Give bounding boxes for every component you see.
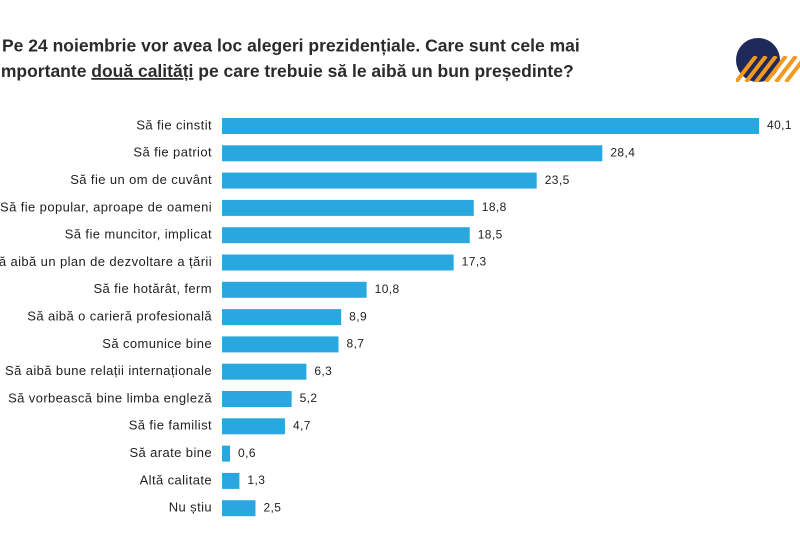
title-underlined: două calități xyxy=(91,61,193,81)
title-part: pe care trebuie să le aibă un bun președ… xyxy=(193,61,573,81)
value-label: 10,8 xyxy=(375,282,400,296)
value-label: 18,8 xyxy=(482,200,507,214)
category-label: Să aibă bune relații internaționale xyxy=(5,363,212,378)
value-label: 0,6 xyxy=(238,446,256,460)
bar xyxy=(222,227,470,244)
category-label: Să fie un om de cuvânt xyxy=(70,172,212,187)
bar xyxy=(222,254,454,271)
value-label: 5,2 xyxy=(300,391,318,405)
value-label: 8,9 xyxy=(349,309,367,323)
bar xyxy=(222,445,231,462)
bar xyxy=(222,336,339,353)
bar xyxy=(222,391,292,407)
value-label: 18,5 xyxy=(478,227,503,241)
bar xyxy=(222,363,307,380)
bar xyxy=(222,500,256,517)
value-label: 6,3 xyxy=(314,364,332,378)
bar xyxy=(222,309,342,326)
value-label: 23,5 xyxy=(545,173,570,187)
title-part: Importante xyxy=(0,61,91,81)
category-label: Să fie popular, aproape de oameni xyxy=(0,199,212,214)
value-label: 4,7 xyxy=(293,418,311,432)
bar xyxy=(222,199,474,216)
bar xyxy=(222,418,285,435)
category-label: Să comunice bine xyxy=(102,336,212,351)
value-label: 2,5 xyxy=(263,500,281,514)
value-label: 1,3 xyxy=(247,473,265,487)
category-label: Altă calitate xyxy=(140,472,212,487)
category-label: Să fie familist xyxy=(129,418,212,433)
logo xyxy=(736,38,800,82)
bar xyxy=(222,145,603,162)
bar xyxy=(222,281,367,298)
category-label: Nu știu xyxy=(169,500,212,515)
category-label: Să aibă o carieră profesională xyxy=(27,309,212,324)
category-label: Să vorbească bine limba engleză xyxy=(8,390,212,405)
value-label: 17,3 xyxy=(462,255,487,269)
category-label: Să fie hotărât, ferm xyxy=(93,281,212,296)
category-label: Să fie cinstit xyxy=(136,117,212,132)
category-label: Să aibă un plan de dezvoltare a țării xyxy=(0,254,212,269)
category-label: Să fie muncitor, implicat xyxy=(65,227,212,242)
chart-title-line1: Pe 24 noiembrie vor avea loc alegeri pre… xyxy=(2,36,580,56)
value-label: 28,4 xyxy=(610,145,635,159)
value-label: 40,1 xyxy=(767,118,792,132)
category-label: Să fie patriot xyxy=(133,145,212,160)
bar xyxy=(222,172,537,189)
bar xyxy=(222,472,240,489)
category-label: Să arate bine xyxy=(129,445,212,460)
bar xyxy=(222,118,759,134)
chart-title-line2: Importante două calități pe care trebuie… xyxy=(0,61,574,81)
value-label: 8,7 xyxy=(347,337,365,351)
